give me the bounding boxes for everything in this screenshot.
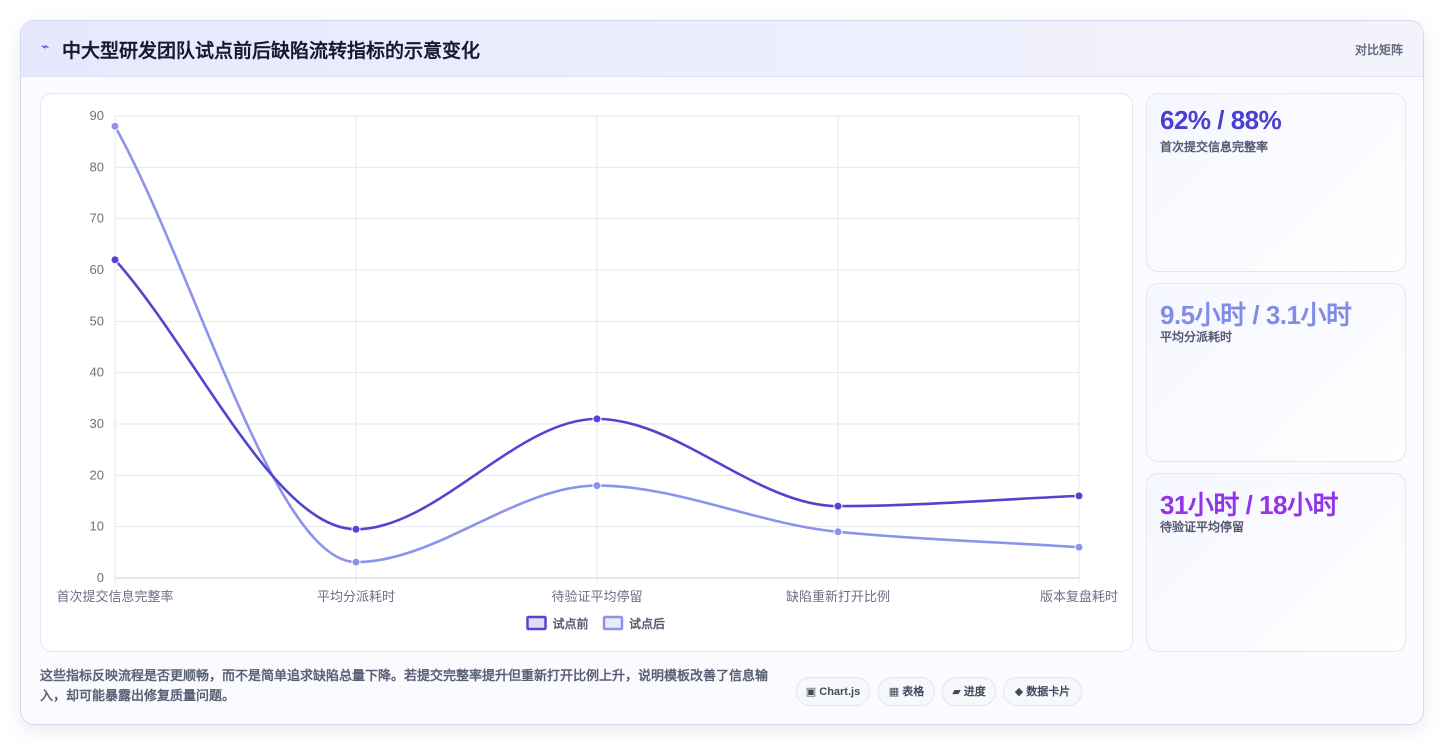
- data-point: [592, 481, 602, 491]
- data-point: [110, 121, 120, 131]
- data-point: [1074, 491, 1084, 501]
- stat-card-dispatch-time: 9.5小时 / 3.1小时 平均分派耗时: [1146, 283, 1406, 462]
- card-header: ⌁ 中大型研发团队试点前后缺陷流转指标的示意变化 对比矩阵: [21, 21, 1423, 77]
- stat-label: 平均分派耗时: [1160, 330, 1233, 344]
- x-tick-label: 版本复盘耗时: [1040, 589, 1118, 604]
- bolt-icon: ⌁: [41, 39, 50, 55]
- stat-label: 待验证平均停留: [1160, 520, 1245, 534]
- footer-note: 这些指标反映流程是否更顺畅，而不是简单追求缺陷总量下降。若提交完整率提升但重新打…: [40, 668, 769, 703]
- line-chart: 0 10 20 30 40 50 60 70 80 90 首次提交信息完整率 平均分派耗时 待验证平均停…: [56, 108, 1118, 631]
- legend-label: 试点后: [629, 616, 665, 631]
- y-tick-label: 70: [90, 211, 104, 226]
- chip-data-card[interactable]: ◆ 数据卡片: [1003, 677, 1082, 706]
- data-point: [833, 501, 843, 511]
- data-point: [1074, 542, 1084, 552]
- chart-icon: ▣: [805, 685, 817, 698]
- legend-label: 试点前: [553, 616, 589, 631]
- stat-value: 9.5小时 / 3.1小时: [1160, 300, 1352, 330]
- chart-panel: 0 10 20 30 40 50 60 70 80 90 首次提交信息完整率 平均分派耗时 待验证平均停…: [40, 93, 1133, 652]
- chip-progress[interactable]: ▰ 进度: [942, 677, 996, 706]
- legend-swatch: [526, 615, 547, 631]
- series-line: [114, 258, 1080, 531]
- chip-label: 数据卡片: [1026, 686, 1071, 698]
- dashboard-card: ⌁ 中大型研发团队试点前后缺陷流转指标的示意变化 对比矩阵 0 10 20 30 40 5…: [20, 20, 1424, 725]
- y-tick-label: 40: [90, 365, 104, 380]
- y-tick-label: 0: [97, 570, 104, 585]
- comparison-matrix-label: 对比矩阵: [1354, 43, 1403, 57]
- chip-table[interactable]: ▦ 表格: [878, 677, 935, 706]
- x-tick-label: 缺陷重新打开比例: [786, 589, 890, 604]
- series-line: [113, 125, 1080, 564]
- x-tick-label: 平均分派耗时: [317, 589, 395, 604]
- x-tick-label: 待验证平均停留: [551, 589, 642, 604]
- data-point: [833, 527, 843, 537]
- y-tick-label: 30: [90, 416, 104, 431]
- stat-value: 31小时 / 18小时: [1160, 490, 1339, 520]
- y-tick-label: 10: [90, 519, 104, 534]
- chip-chartjs[interactable]: ▣ Chart.js: [796, 677, 870, 706]
- table-icon: ▦: [888, 685, 900, 698]
- y-tick-label: 60: [90, 262, 104, 277]
- page-title: 中大型研发团队试点前后缺陷流转指标的示意变化: [62, 41, 481, 62]
- y-tick-label: 80: [90, 159, 104, 174]
- x-tick-label: 首次提交信息完整率: [56, 589, 173, 604]
- stat-card-verify-wait: 31小时 / 18小时 待验证平均停留: [1146, 473, 1406, 652]
- chip-label: 进度: [963, 686, 986, 698]
- y-tick-label: 50: [90, 313, 104, 328]
- stat-label: 首次提交信息完整率: [1160, 140, 1269, 154]
- data-point: [351, 557, 361, 567]
- data-card-icon: ◆: [1014, 685, 1024, 698]
- y-tick-label: 90: [90, 108, 104, 123]
- stat-value: 62% / 88%: [1160, 105, 1282, 135]
- chip-label: Chart.js: [819, 686, 861, 698]
- data-point: [592, 414, 602, 424]
- legend-swatch: [602, 615, 624, 631]
- progress-icon: ▰: [952, 685, 961, 698]
- data-point: [110, 255, 120, 265]
- stat-card-completeness: 62% / 88% 首次提交信息完整率: [1146, 93, 1406, 272]
- data-point: [351, 524, 361, 534]
- y-tick-label: 20: [90, 467, 104, 482]
- chip-label: 表格: [902, 686, 925, 698]
